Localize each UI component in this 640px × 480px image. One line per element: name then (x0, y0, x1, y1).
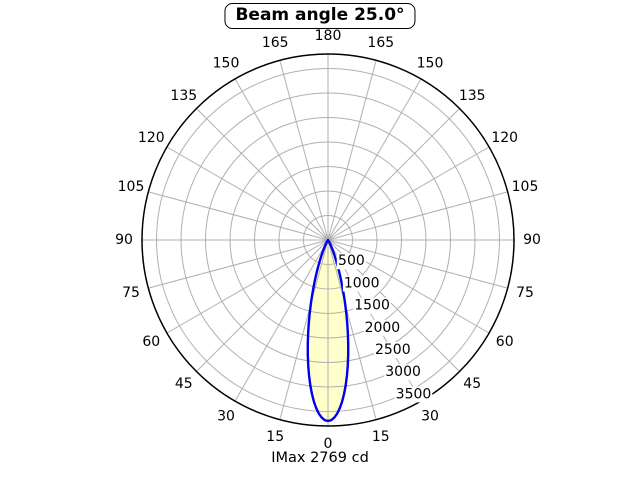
r-tick-label-bg (363, 319, 402, 336)
theta-tick-label: 15 (266, 429, 284, 445)
theta-gridline (327, 146, 490, 241)
theta-gridline (234, 78, 329, 241)
outer-circle (141, 53, 515, 427)
theta-tick-label: 0 (324, 436, 333, 452)
theta-gridline (327, 239, 377, 420)
theta-tick-label: 90 (523, 232, 541, 248)
theta-gridline (148, 191, 329, 241)
theta-tick-label: 30 (421, 409, 439, 425)
theta-tick-label: 60 (496, 334, 514, 350)
theta-tick-label: 150 (417, 55, 444, 71)
r-tick-label-bg (394, 386, 433, 403)
theta-gridline (279, 60, 329, 241)
r-tick-label: 1500 (354, 298, 390, 314)
theta-tick-label: 135 (170, 88, 197, 104)
theta-tick-label: 165 (262, 35, 289, 51)
theta-tick-label: 105 (512, 179, 539, 195)
chart-title: Beam angle 25.0° (224, 3, 416, 29)
theta-tick-label: 45 (175, 376, 193, 392)
theta-tick-label: 150 (213, 55, 240, 71)
r-tick-label-bg (374, 342, 412, 359)
theta-tick-label: 15 (372, 429, 390, 445)
theta-gridline (327, 108, 460, 241)
r-tick-label: 2500 (375, 342, 411, 358)
theta-tick-label: 90 (115, 232, 133, 248)
r-tick-label-bg (353, 297, 391, 314)
theta-tick-label: 180 (315, 28, 342, 44)
theta-gridline (148, 239, 329, 289)
theta-tick-label: 75 (516, 285, 534, 301)
theta-tick-label: 60 (142, 334, 160, 350)
theta-tick-label: 120 (138, 130, 165, 146)
theta-gridline (327, 191, 508, 241)
theta-tick-label: 105 (118, 179, 145, 195)
r-tick-label-bg (336, 253, 366, 270)
theta-gridline (327, 78, 422, 241)
theta-tick-label: 30 (217, 409, 235, 425)
theta-gridline (196, 108, 329, 241)
theta-gridline (166, 146, 329, 241)
theta-tick-label: 75 (122, 285, 140, 301)
theta-tick-label: 165 (367, 35, 394, 51)
theta-tick-label: 120 (491, 130, 518, 146)
theta-tick-label: 135 (459, 88, 486, 104)
theta-gridline (196, 239, 329, 372)
r-tick-label: 2000 (365, 320, 401, 336)
theta-gridline (279, 239, 329, 420)
imax-caption: IMax 2769 cd (271, 450, 369, 466)
r-tick-label: 500 (338, 253, 365, 269)
r-tick-label: 3500 (396, 386, 432, 402)
r-tick-label-bg (384, 364, 422, 381)
theta-tick-label: 45 (463, 376, 481, 392)
theta-gridline (234, 239, 329, 402)
theta-gridline (327, 239, 508, 289)
beam-lobe-outline (306, 238, 350, 423)
r-tick-label: 1000 (344, 275, 380, 291)
r-tick-label-bg (342, 275, 381, 292)
theta-gridline (327, 60, 377, 241)
theta-gridline (166, 239, 329, 334)
r-tick-label: 3000 (385, 364, 421, 380)
